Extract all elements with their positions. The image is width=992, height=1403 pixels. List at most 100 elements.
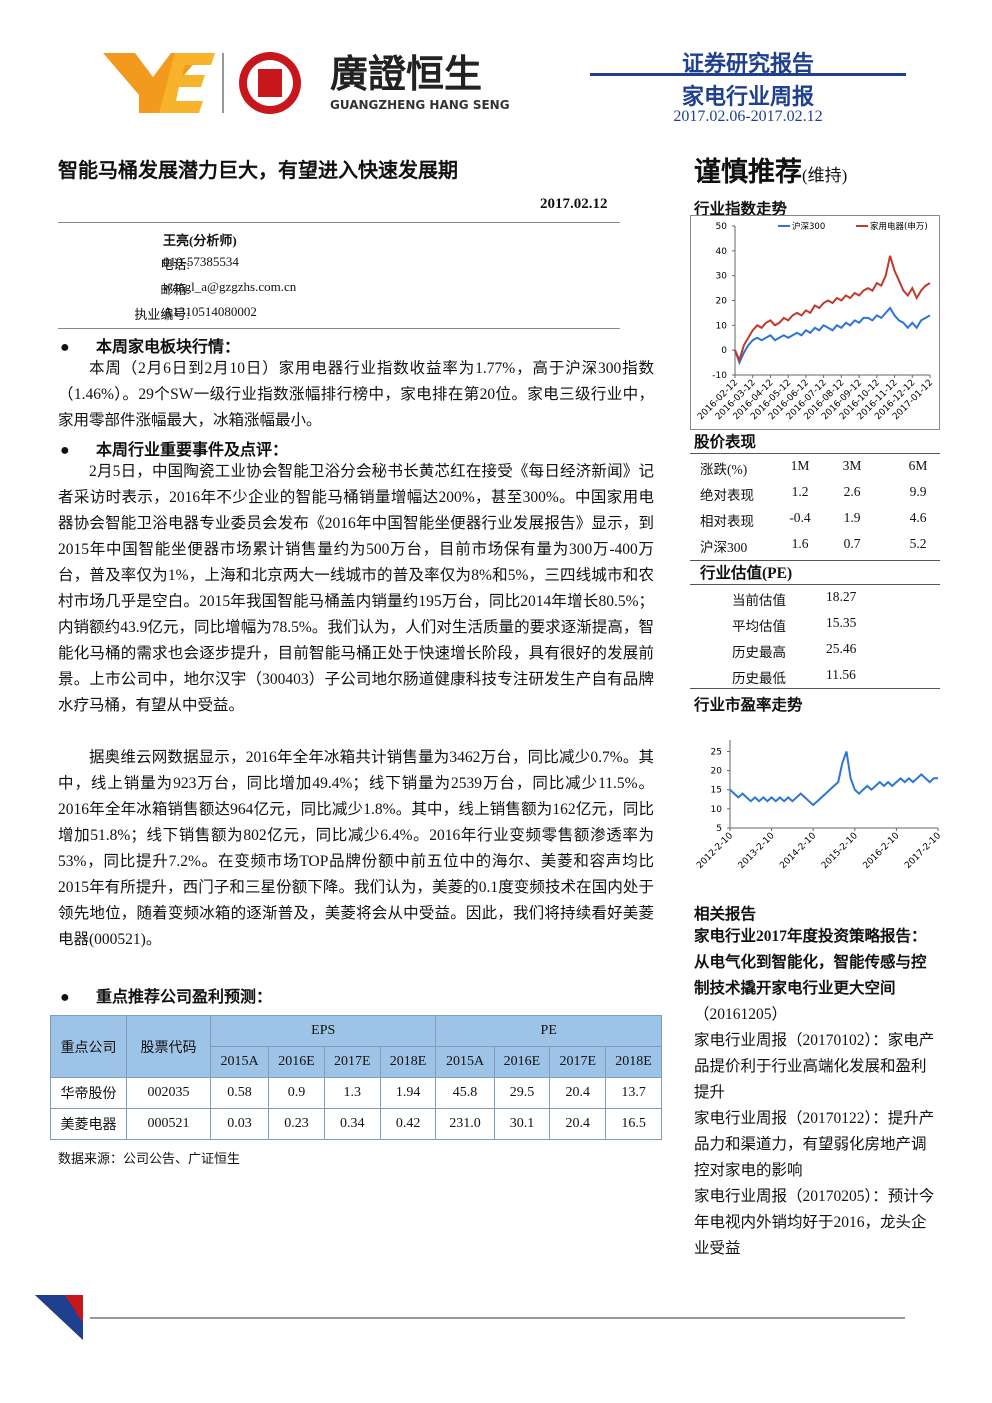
report: 家电行业周报（20170205）：预计今年电视内外销均好于2016，龙头企业受益 [694,1184,936,1262]
bullet: ● [60,339,70,356]
cell: 美菱电器 [50,1108,127,1140]
rating-note: (维持) [802,166,848,185]
rule [690,688,940,689]
section-title: 行业估值(PE) [700,565,793,582]
year-cell: 2018E [379,1046,437,1078]
price-cell: 1.9 [843,510,861,525]
y-tick-label: 25 [711,747,722,757]
section-title: 行业市盈率走势 [694,697,803,714]
y-tick-label: -10 [712,371,727,381]
cell: 13.7 [605,1077,662,1109]
section-heading: ● 本周家电板块行情： [60,333,240,357]
paragraph: 2月5日，中国陶瓷工业协会智能卫浴分会秘书长黄芯红在接受《每日经济新闻》记者采访… [58,463,654,714]
price-cell: 5.2 [909,536,927,551]
paragraph: 据奥维云网数据显示，2016年全年冰箱共计销售量为3462万台，同比减少0.7%… [58,749,654,948]
price-cell: -0.4 [789,510,811,525]
title: 智能马桶发展潜力巨大，有望进入快速发展期 [58,160,458,182]
forecast-table-wrap: 重点公司 股票代码 EPS PE 2015A 2016E 2017E 2018E 2015A 20… [50,1015,662,1140]
section-heading: ● 重点推荐公司盈利预测： [60,983,272,1007]
y-tick-label: 50 [716,222,728,232]
year-cell: 2015A [435,1046,495,1078]
x-tick-label: 2016-2-10 [862,831,902,871]
report-title: 家电行业2017年度投资策略报告：从电气化到智能化，智能传感与控制技术撬开家电行… [694,928,927,997]
rule [690,560,940,561]
price-cell: 沪深300 [700,540,748,555]
price-cell: 绝对表现 [700,488,754,503]
price-cell: 1.6 [791,536,809,551]
rule [690,584,940,585]
price-cell: 4.6 [909,510,927,525]
y-tick-label: 30 [716,272,728,282]
y-tick-label: 15 [711,786,722,796]
valuation-cell: 11.56 [826,667,856,682]
report-title: 家电行业周报（20170102）：家电产品提价利于行业高端化发展和盈利提升 [694,1032,935,1101]
price-cell: 1.2 [791,484,809,499]
cell: 002035 [126,1077,211,1109]
header-row: 2015A 2016E 2017E 2018E 2015A 2016E 2017E 2018E [51,1046,662,1078]
price-cell: 3M [842,458,862,473]
year-cell: 2017E [323,1046,381,1078]
y-tick-label: 40 [716,247,728,257]
y-tick-label: 10 [711,805,723,815]
cell: 1.3 [323,1077,381,1109]
header-cell: EPS [209,1015,437,1047]
rule [690,453,940,454]
index-chart: -10010203040502016-02-122016-03-122016-0… [690,215,940,430]
section-heading: ● 本周行业重要事件及点评： [60,436,288,460]
forecast-table: 重点公司 股票代码 EPS PE 2015A 2016E 2017E 2018E 2015A 20… [50,1015,662,1140]
report-date: （20161205） [694,1006,788,1023]
x-tick-label: 2017-2-10 [903,831,940,871]
y-tick-label: 0 [721,346,727,356]
period: 2017.02.06-2017.02.12 [673,108,823,125]
cell: 16.5 [605,1108,662,1140]
analyst-value: wangl_a@gzgzhs.com.cn [163,279,297,294]
header-row: 重点公司 股票代码 EPS PE [50,1015,662,1078]
section-title: 相关报告 [694,906,757,923]
cell: 0.34 [323,1108,381,1140]
legend-label: 沪深300 [792,221,825,232]
heading-text: 本周行业重要事件及点评： [96,442,289,459]
analyst-value: 010-57385534 [163,254,239,269]
source: 数据来源：公司公告、广证恒生 [58,1151,241,1166]
legend-label: 家用电器(申万) [870,221,928,232]
valuation-cell: 15.35 [826,615,857,630]
cell: 29.5 [493,1077,551,1109]
cell: 000521 [126,1108,211,1140]
logo: 廣證恒生 GUANGZHENG HANG SENG [103,52,510,114]
price-cell: 0.7 [843,536,861,551]
cell: 华帝股份 [50,1077,127,1109]
rating: 谨慎推荐(维持) [694,150,847,189]
section-title: 行业指数走势 [694,201,788,218]
bullet: ● [60,989,70,1006]
cell: 0.23 [268,1108,325,1140]
year-cell: 2018E [605,1046,662,1078]
analyst-label: 执业编号: [134,307,190,322]
price-cell: 9.9 [909,484,927,499]
line [729,751,938,807]
cell: 20.4 [549,1077,607,1109]
valuation-cell: 当前估值 [732,593,786,608]
line [734,255,931,363]
report: 家电行业周报（20170122）：提升产品力和渠道力，有望弱化房地产调控对家电的… [694,1106,936,1184]
year-cell: 2016E [268,1046,325,1078]
year-cell: 2016E [493,1046,551,1078]
paragraph: 本周（2月6日到2月10日）家用电器行业指数收益率为1.77%，高于沪深300指… [58,360,654,429]
logo-en: GUANGZHENG HANG SENG [330,98,510,112]
rating-text: 谨慎推荐 [694,157,802,187]
valuation-cell: 平均估值 [732,619,786,634]
y-tick-label: 5 [716,824,722,834]
report-title: 家电行业周报（20170205）：预计今年电视内外销均好于2016，龙头企业受益 [694,1188,935,1257]
x-tick-label: 2012-2-10 [695,831,735,871]
valuation-cell: 18.27 [826,589,857,604]
price-cell: 1M [790,458,810,473]
year-cell: 2015A [209,1046,270,1078]
report-type: 证券研究报告 [681,51,814,76]
analyst-name: 王亮(分析师) [163,233,237,248]
valuation-cell: 历史最低 [732,671,786,686]
x-tick-label: 2014-2-10 [778,831,818,871]
analyst-label: 电话: [160,257,190,272]
analyst-label: 邮箱: [160,282,190,297]
cell: 45.8 [435,1077,495,1109]
rule [590,73,906,76]
